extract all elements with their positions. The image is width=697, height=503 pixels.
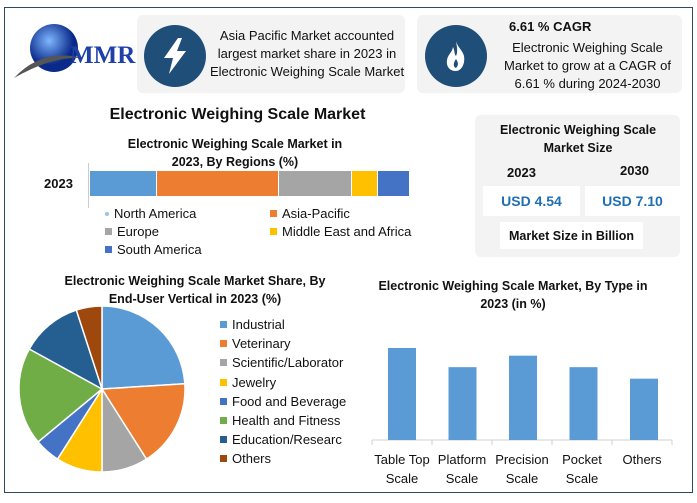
bar-platform-scale: [448, 367, 477, 440]
bar-segment-asia-pacific: [157, 171, 279, 196]
info-card-asia-pacific: Asia Pacific Market accounted largest ma…: [137, 15, 405, 93]
legend-label: Food and Beverage: [232, 393, 347, 409]
legend-label: Health and Fitness: [232, 413, 341, 428]
legend-swatch: [220, 436, 227, 444]
infographic-frame: [4, 7, 693, 493]
globe-logo-icon: [14, 24, 82, 78]
value-2023: USD 4.54: [483, 186, 580, 216]
legend-swatch: [220, 321, 227, 328]
value-2030: USD 7.10: [585, 186, 680, 216]
legend-label: South America: [117, 242, 202, 257]
flame-icon: [425, 25, 487, 87]
legend-swatch: [270, 210, 277, 217]
x-tick-label: Others: [622, 452, 662, 467]
year-2030: 2030: [620, 163, 649, 178]
legend-item-south-america: South America: [105, 242, 202, 257]
legend-item-others: Others: [220, 451, 348, 466]
bar-segment-europe: [278, 171, 353, 196]
legend-label: Industrial: [232, 317, 285, 332]
info-card-cagr: 6.61 % CAGR Electronic Weighing Scale Ma…: [417, 15, 682, 93]
legend-label: Asia-Pacific: [282, 206, 350, 221]
legend-label: Middle East and Africa: [282, 224, 412, 239]
pie-slice-others: [75, 305, 103, 390]
type-bar-chart: Table Top Scale Platform Scale Precision Scal…: [371, 348, 673, 486]
legend-item-jewelry: Jewelry: [220, 375, 348, 390]
x-tick-label: Scale: [506, 471, 539, 486]
legend-item-middle-east-and-africa: Middle East and Africa: [270, 224, 411, 239]
legend-item-food-and-beverage: Food and Beverage: [220, 394, 348, 409]
bar-segment-middle-east-and-africa: [352, 171, 378, 196]
x-tick-label: Scale: [386, 471, 419, 486]
cagr-heading: 6.61 % CAGR: [509, 19, 592, 34]
legend-swatch: [220, 455, 227, 463]
legend-item-asia-pacific: Asia-Pacific: [270, 206, 350, 221]
bar-pocket-scale: [569, 367, 598, 440]
legend-label: Jewelry: [232, 374, 277, 390]
year-2023: 2023: [507, 165, 536, 180]
legend-swatch: [105, 246, 112, 253]
bar-segment-south-america: [377, 171, 410, 196]
pie-chart: [18, 305, 186, 473]
regions-stacked-bar: [90, 171, 410, 196]
legend-swatch: [220, 340, 227, 348]
lightning-icon: [144, 25, 206, 87]
x-tick-label: Scale: [446, 471, 479, 486]
pie-slice-industrial: [101, 305, 186, 390]
legend-swatch: [220, 378, 227, 386]
info-card-text: Asia Pacific Market accounted largest ma…: [209, 28, 405, 79]
x-tick-label: Table Top: [374, 452, 429, 467]
legend-item-education-research: Education/Researc: [220, 432, 348, 447]
pie-slice-health-and-fitness: [18, 347, 104, 443]
x-tick-label: Platform: [438, 452, 486, 467]
legend-swatch: [105, 211, 109, 216]
logo-text: MMR: [70, 42, 136, 69]
legend-item-veterinary: Veterinary: [220, 336, 348, 351]
type-chart-title: Electronic Weighing Scale Market, By Typ…: [378, 279, 648, 311]
regions-category-label: 2023: [44, 176, 73, 191]
legend-item-industrial: Industrial: [220, 317, 348, 332]
legend-swatch: [220, 417, 227, 424]
pie-chart-title: Electronic Weighing Scale Market Share, …: [64, 274, 326, 306]
bar-precision-scale: [509, 355, 537, 440]
pie-slice-veterinary: [100, 382, 186, 461]
regions-axis-line: [88, 163, 89, 208]
legend-label: Scientific/Laborator: [232, 355, 344, 371]
logo: MMR: [12, 18, 142, 90]
bar-segment-north-america: [90, 171, 158, 196]
pie-slice-education-research: [28, 309, 104, 391]
bar-others: [630, 378, 658, 440]
legend-item-europe: Europe: [105, 224, 159, 239]
legend-swatch: [270, 228, 277, 235]
legend-item-scientific-laboratory: Scientific/Laborator: [220, 355, 348, 370]
x-tick-label: Precision: [495, 452, 548, 467]
legend-label: Veterinary: [232, 336, 291, 352]
x-tick-label: Scale: [566, 471, 599, 486]
legend-item-health-and-fitness: Health and Fitness: [220, 413, 348, 428]
legend-label: Education/Researc: [232, 432, 342, 448]
bar-table-top-scale: [388, 348, 416, 440]
market-size-card: Electronic Weighing Scale Market Size 20…: [475, 115, 680, 257]
x-tick-label: Pocket: [562, 452, 602, 467]
legend-label: Others: [232, 451, 272, 467]
regions-chart-title: Electronic Weighing Scale Market in 2023…: [127, 137, 343, 169]
legend-label: North America: [114, 206, 197, 221]
legend-swatch: [220, 359, 227, 367]
legend-swatch: [220, 397, 227, 405]
market-size-note: Market Size in Billion: [500, 222, 643, 249]
main-title: Electronic Weighing Scale Market: [109, 106, 366, 123]
legend-label: Europe: [117, 224, 159, 239]
legend-item-north-america: North America: [105, 206, 196, 221]
legend-swatch: [105, 228, 112, 235]
market-size-title: Electronic Weighing Scale Market Size: [499, 123, 657, 155]
info-card-text: Electronic Weighing Scale Market to grow…: [504, 40, 671, 91]
